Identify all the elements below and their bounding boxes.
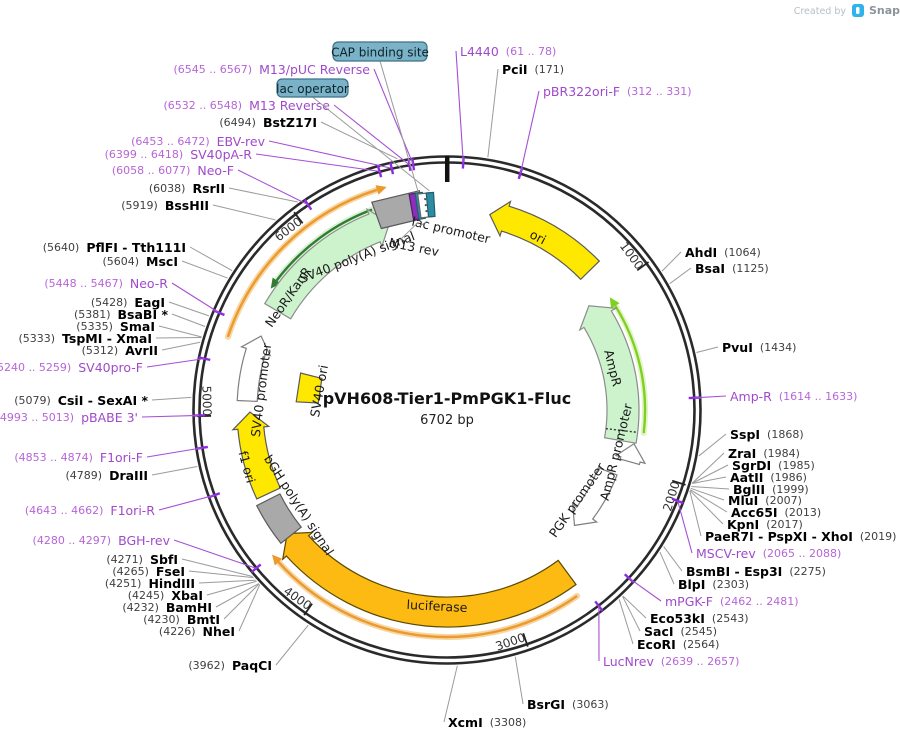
enzyme-leader-pcii	[488, 69, 498, 157]
enzyme-leader-ecori	[619, 599, 633, 644]
primer-label-m13rev[interactable]: (6532 .. 6548)M13 Reverse	[164, 98, 331, 113]
boxed-label-text-cap[interactable]: CAP binding site	[331, 46, 429, 60]
feature-label-m13_rev_site[interactable]: M13 rev	[388, 235, 441, 259]
lac-promoter-dots-icon	[425, 210, 427, 212]
lac-promoter-dots-icon	[424, 198, 426, 200]
enzyme-label-pvui[interactable]: PvuI(1434)	[722, 340, 796, 355]
enzyme-leader-nhei	[239, 585, 260, 631]
primer-label-m13puc[interactable]: (6545 .. 6567)M13/pUC Reverse	[174, 62, 371, 77]
enzyme-label-ecori[interactable]: EcoRI(2564)	[637, 637, 719, 652]
enzyme-label-rsrii[interactable]: (6038)RsrII	[149, 181, 225, 196]
enzyme-label-msci[interactable]: (5604)MscI	[102, 254, 178, 269]
enzyme-leader-avrii	[162, 342, 200, 350]
enzyme-label-bsshii[interactable]: (5919)BssHII	[121, 198, 209, 213]
enzyme-label-pcii[interactable]: PciI(171)	[502, 62, 564, 77]
primer-label-lucnrev[interactable]: LucNrev(2639 .. 2657)	[603, 654, 739, 669]
enzyme-label-bsrgi[interactable]: BsrGI(3063)	[527, 697, 609, 712]
enzyme-leader-pvui	[696, 347, 718, 353]
primer-label-l4440[interactable]: L4440(61 .. 78)	[460, 44, 556, 59]
enzyme-label-blpi[interactable]: BlpI(2303)	[678, 577, 749, 592]
enzyme-label-draiii[interactable]: (4789)DraIII	[65, 468, 148, 483]
watermark-brand: SnapGene	[869, 4, 900, 17]
enzyme-label-bsai[interactable]: BsaI(1125)	[695, 261, 769, 276]
snapgene-logo-slit-icon	[856, 7, 860, 14]
enzyme-label-pflfi[interactable]: (5640)PflFI - Tth111I	[43, 240, 186, 255]
enzyme-leader-hindiii	[199, 580, 256, 583]
primer-label-pbabe[interactable]: (4993 .. 5013)pBABE 3'	[0, 410, 138, 425]
enzyme-leader-csii	[152, 397, 191, 400]
primer-label-mscv[interactable]: MSCV-rev(2065 .. 2088)	[696, 546, 841, 561]
enzyme-leader-saci	[623, 596, 640, 631]
primer-leader-mscv	[678, 501, 692, 553]
boxed-label-leader-lacop	[313, 97, 430, 191]
primer-label-amp_r[interactable]: Amp-R(1614 .. 1633)	[730, 389, 857, 404]
enzyme-leader-msci	[182, 261, 228, 278]
primer-leader-neof	[238, 170, 308, 205]
primer-label-neor[interactable]: (5448 .. 5467)Neo-R	[44, 276, 168, 291]
enzyme-leader-ahdi	[662, 252, 681, 271]
enzyme-leader-bsai	[670, 268, 691, 284]
primer-leader-l4440	[456, 51, 463, 163]
primer-leader-bghrev	[174, 540, 256, 568]
enzyme-label-sbfi[interactable]: (4271)SbfI	[106, 552, 178, 567]
enzyme-leader-tspmi	[156, 337, 201, 338]
enzyme-leader-bsshii	[213, 205, 276, 220]
enzyme-label-xcmi[interactable]: XcmI(3308)	[448, 715, 526, 730]
enzyme-leader-draiii	[152, 467, 197, 475]
enzyme-leader-xbai	[207, 581, 257, 595]
primer-label-mpgk[interactable]: mPGK-F(2462 .. 2481)	[665, 594, 799, 609]
axis-tick-label-5000: 5000	[199, 386, 214, 417]
enzyme-leader-bsabi	[172, 314, 205, 326]
enzyme-label-ahdi[interactable]: AhdI(1064)	[685, 245, 761, 260]
boxed-label-text-lacop[interactable]: lac operator	[276, 82, 349, 96]
primer-leader-pbabe	[142, 415, 199, 417]
watermark-created-by: Created by	[794, 6, 847, 17]
enzyme-leader-bglii	[691, 486, 729, 489]
primer-leader-sv40par	[256, 154, 380, 171]
enzyme-leader-paer7i	[690, 491, 701, 536]
primer-label-sv40prof[interactable]: (5240 .. 5259)SV40pro-F	[0, 360, 143, 375]
enzyme-label-paqci[interactable]: (3962)PaqCI	[188, 658, 272, 673]
enzyme-leader-pflfi	[190, 247, 232, 271]
enzyme-leader-eco53ki	[623, 596, 646, 618]
enzyme-leader-sspi	[699, 434, 726, 456]
primer-label-ebv[interactable]: (6453 .. 6472)EBV-rev	[131, 134, 266, 149]
enzyme-leader-paqci	[276, 625, 308, 665]
plasmid-size: 6702 bp	[420, 413, 474, 428]
primer-leader-f1orif	[147, 448, 202, 457]
enzyme-leader-bsrgi	[515, 657, 523, 704]
lac-promoter-dots-icon	[425, 204, 427, 206]
enzyme-label-csii[interactable]: (5079)CsiI - SexAI *	[14, 393, 148, 408]
enzyme-leader-kpni	[690, 491, 723, 524]
watermark: Created by SnapGene	[794, 4, 900, 17]
primer-leader-m13rev	[334, 105, 409, 165]
primer-leader-f1orir	[159, 495, 214, 510]
primer-label-f1orir[interactable]: (4643 .. 4662)F1ori-R	[25, 503, 155, 518]
primer-label-neof[interactable]: (6058 .. 6077)Neo-F	[112, 163, 234, 178]
feature-label-luciferase[interactable]: luciferase	[406, 597, 468, 615]
plasmid-title: pVH608-Tier1-PmPGK1-Fluc	[323, 389, 572, 408]
enzyme-label-paer7i[interactable]: PaeR7I - PspXI - XhoI(2019)	[705, 529, 896, 544]
orf-arrowhead-neo_orf_o	[376, 185, 387, 195]
boxed-label-leader-cap	[380, 61, 418, 192]
primer-label-pbr322[interactable]: pBR322ori-F(312 .. 331)	[543, 84, 692, 99]
primer-label-bghrev[interactable]: (4280 .. 4297)BGH-rev	[33, 533, 171, 548]
enzyme-label-bsmbi[interactable]: BsmBI - Esp3I(2275)	[686, 564, 826, 579]
primer-label-sv40par[interactable]: (6399 .. 6418)SV40pA-R	[105, 147, 253, 162]
primer-label-f1orif[interactable]: (4853 .. 4874)F1ori-F	[14, 450, 143, 465]
enzyme-leader-bstz17i	[321, 122, 397, 159]
enzyme-leader-acc65i	[690, 490, 727, 512]
enzyme-label-bstz17i[interactable]: (6494)BstZ17I	[219, 115, 317, 130]
enzyme-leader-smai	[159, 326, 202, 337]
primer-leader-neor	[172, 283, 219, 313]
enzyme-leader-eagi	[169, 302, 209, 316]
enzyme-leader-mlui	[691, 488, 724, 500]
primer-leader-pbr322	[521, 91, 539, 173]
primer-leader-sv40prof	[147, 359, 204, 367]
primer-leader-mpgk	[629, 578, 661, 601]
enzyme-label-sspi[interactable]: SspI(1868)	[730, 427, 804, 442]
